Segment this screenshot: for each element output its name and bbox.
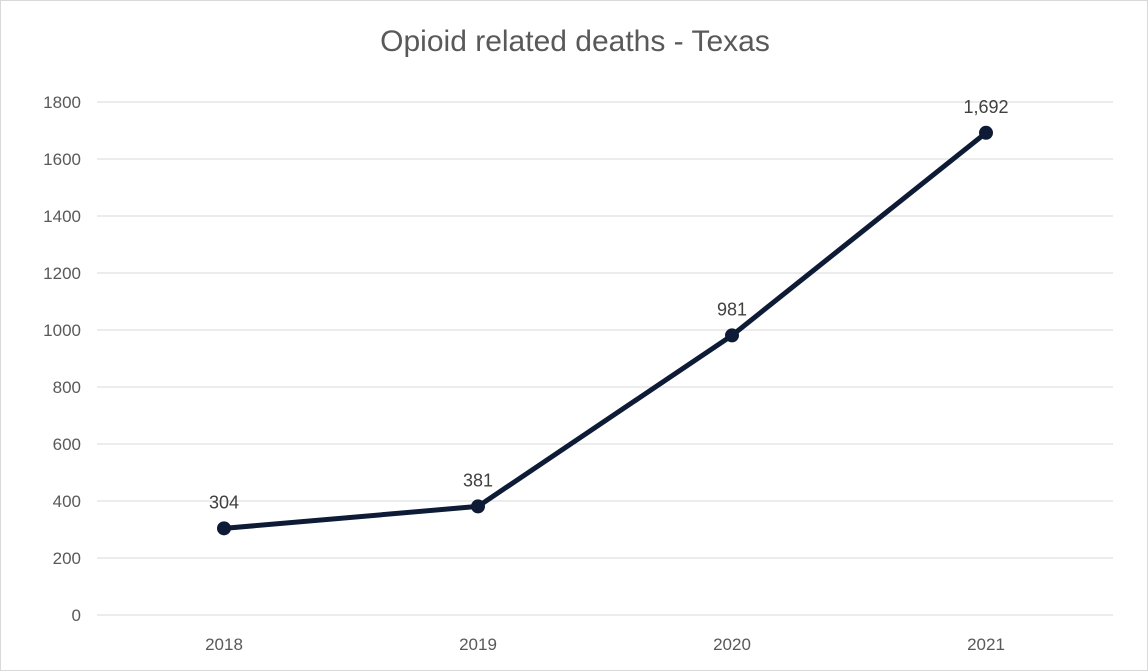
series-layer	[217, 125, 993, 536]
y-tick-label: 1200	[43, 264, 81, 283]
data-point-2019	[471, 499, 485, 514]
x-tick-label: 2019	[459, 635, 497, 654]
data-label-2019: 381	[463, 470, 493, 490]
y-tick-label: 600	[53, 435, 81, 454]
data-labels: 304 381 981 1,692	[209, 97, 1009, 513]
x-axis-tick-labels: 2018 2019 2020 2021	[205, 635, 1005, 654]
y-tick-label: 200	[53, 549, 81, 568]
data-point-2018	[217, 521, 231, 536]
data-label-2020: 981	[717, 299, 747, 319]
series-line	[221, 130, 989, 531]
data-label-2018: 304	[209, 492, 239, 512]
data-label-2021: 1,692	[963, 97, 1008, 117]
x-tick-label: 2020	[713, 635, 751, 654]
chart-title: Opioid related deaths - Texas	[380, 25, 770, 58]
y-tick-label: 1000	[43, 321, 81, 340]
y-tick-label: 1600	[43, 150, 81, 169]
y-tick-label: 1800	[43, 93, 81, 112]
y-tick-label: 0	[72, 606, 81, 625]
data-point-2021	[979, 125, 993, 140]
y-axis-tick-labels: 0 200 400 600 800 1000 1200 1400 1600 1800	[43, 93, 81, 625]
y-tick-label: 1400	[43, 207, 81, 226]
x-tick-label: 2018	[205, 635, 243, 654]
y-tick-label: 400	[53, 492, 81, 511]
data-point-2020	[725, 328, 739, 343]
gridlines	[97, 101, 1113, 616]
x-tick-label: 2021	[967, 635, 1005, 654]
y-tick-label: 800	[53, 378, 81, 397]
